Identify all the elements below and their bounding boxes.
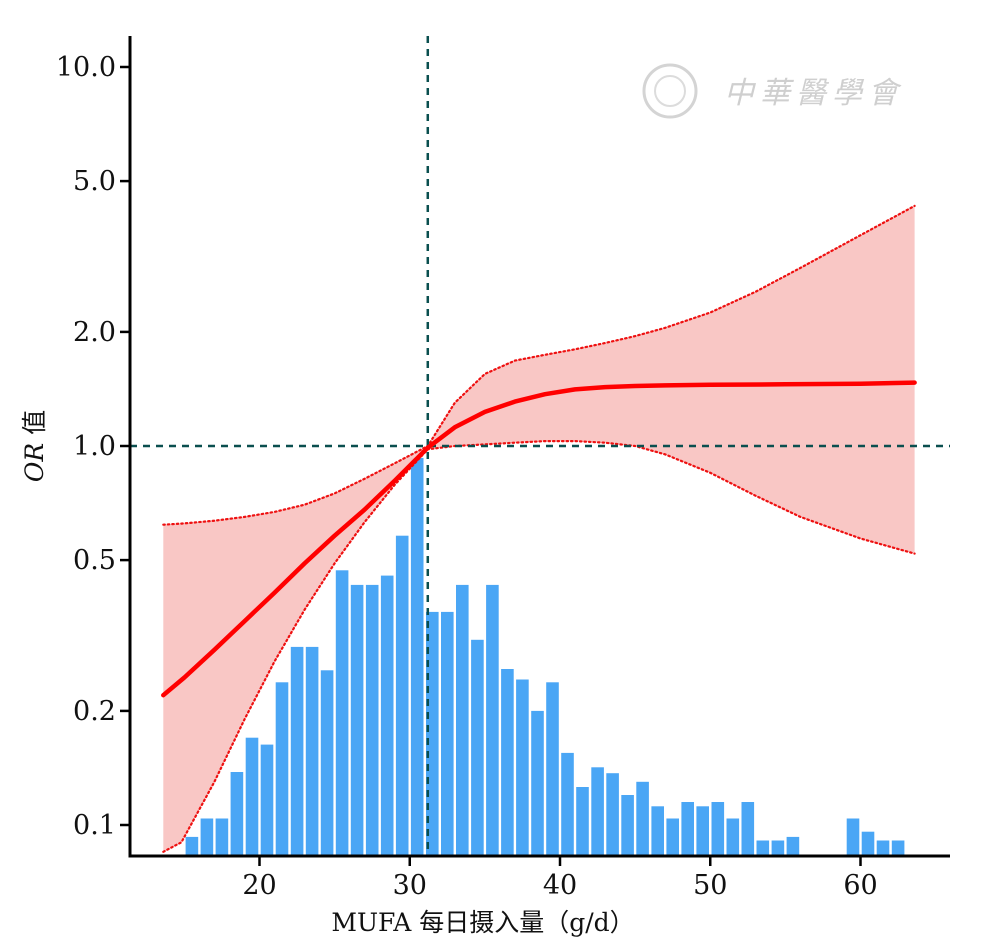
y-ticks: 0.1 0.2 0.5 1.0 2.0 5.0 10.0 — [56, 52, 130, 841]
x-axis-title: MUFA 每日摄入量（g/d） — [331, 908, 634, 937]
histogram-bar — [501, 669, 514, 856]
x-tick-label: 20 — [242, 870, 276, 901]
histogram-bar — [260, 744, 274, 856]
histogram-bar — [245, 737, 259, 856]
x-tick-label: 40 — [543, 870, 577, 901]
y-tick-label: 2.0 — [73, 317, 116, 348]
y-axis-title-italic: OR — [20, 443, 49, 482]
watermark: 中華醫學會 — [642, 63, 904, 119]
confidence-interval-layer — [162, 204, 916, 853]
y-tick-label: 0.1 — [73, 810, 116, 841]
histogram-bar — [456, 584, 469, 856]
society-seal-inner-icon — [654, 75, 686, 107]
y-tick-label: 10.0 — [56, 52, 116, 83]
histogram-bar — [290, 646, 304, 856]
histogram-bar — [471, 639, 484, 856]
histogram-bar — [185, 836, 199, 856]
ci-upper-line — [162, 204, 916, 526]
or-curve — [161, 380, 917, 698]
histogram-bar — [426, 611, 439, 856]
histogram-bar — [561, 752, 574, 856]
histogram-bar — [876, 840, 890, 856]
histogram-bar — [696, 806, 709, 856]
histogram-bar — [275, 682, 289, 856]
ci-lower-line — [162, 440, 916, 853]
histogram-bar — [576, 787, 589, 856]
y-tick-label: 0.5 — [73, 545, 116, 576]
histogram-bar — [891, 840, 905, 856]
society-seal-icon — [642, 63, 698, 119]
y-tick-label: 1.0 — [73, 431, 116, 462]
histogram-bar — [200, 818, 214, 856]
histogram-bar — [441, 611, 454, 856]
histogram-bar — [651, 806, 664, 856]
histogram-bar — [215, 818, 229, 856]
x-tick-label: 60 — [843, 870, 877, 901]
histogram-bar — [621, 795, 634, 856]
histogram-bar — [786, 836, 800, 856]
x-tick-label: 50 — [693, 870, 727, 901]
y-tick-label: 0.2 — [73, 696, 116, 727]
histogram-bar — [410, 457, 424, 856]
histogram-bar — [395, 535, 409, 856]
axes: 0.1 0.2 0.5 1.0 2.0 5.0 10.0 20 30 40 50 60 — [56, 36, 950, 901]
histogram-bar — [531, 710, 544, 856]
histogram-bar — [591, 767, 604, 856]
histogram-bar — [380, 575, 394, 856]
histogram-bar — [305, 646, 319, 856]
y-axis-title: OR 值 — [20, 410, 49, 482]
intake-histogram — [185, 457, 905, 856]
histogram-bar — [771, 840, 785, 856]
histogram-bar — [365, 584, 379, 856]
histogram-bar — [486, 584, 499, 856]
histogram-bar — [606, 773, 619, 856]
ci-band — [163, 205, 915, 852]
histogram-bar — [741, 802, 755, 856]
histogram-bar — [335, 570, 349, 856]
histogram-bar — [516, 679, 529, 856]
histogram-bar — [681, 802, 694, 856]
histogram-bar — [320, 670, 334, 856]
histogram-bar — [546, 682, 559, 856]
histogram-bar — [846, 818, 860, 856]
histogram-bar — [861, 831, 875, 856]
x-ticks: 20 30 40 50 60 — [242, 856, 878, 901]
histogram-bar — [711, 802, 725, 856]
histogram-bar — [636, 781, 649, 856]
histogram-bar — [230, 772, 244, 856]
x-tick-label: 30 — [393, 870, 427, 901]
histogram-bar — [756, 840, 770, 856]
y-axis-title-rest: 值 — [20, 410, 49, 443]
histogram-bar — [726, 818, 740, 856]
histogram-bar — [350, 584, 364, 856]
histogram-bar — [666, 818, 679, 856]
watermark-text: 中華醫學會 — [724, 76, 904, 111]
y-tick-label: 5.0 — [73, 166, 116, 197]
